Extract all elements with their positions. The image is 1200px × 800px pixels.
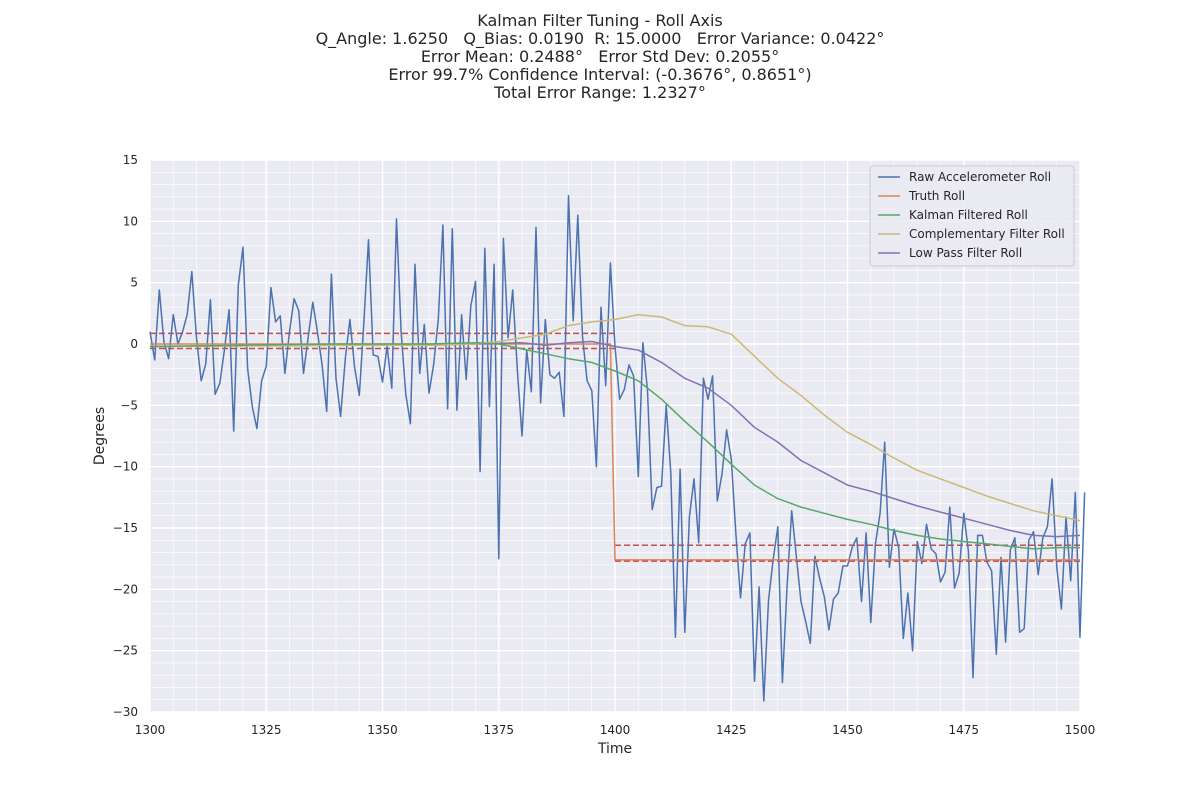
axis-ticks: 1300 1325 1350 1375 1400 1425 1450 1475 1500 15 10… <box>113 153 1096 737</box>
legend: Raw Accelerometer Roll Truth Roll Kalman F… <box>869 165 1075 267</box>
x-tick-label: 1475 <box>948 723 979 737</box>
legend-box <box>869 165 1075 267</box>
title-line-3: Error Mean: 0.2488° Error Std Dev: 0.205… <box>420 47 780 66</box>
low-pass-line <box>149 340 1081 538</box>
title-line-5: Total Error Range: 1.2327° <box>494 83 706 102</box>
legend-label: Complementary Filter Roll <box>909 227 1065 241</box>
series-lines <box>149 194 1086 702</box>
y-tick-label: −30 <box>113 705 138 719</box>
y-tick-label: −5 <box>120 398 138 412</box>
title-line-4: Error 99.7% Confidence Interval: (-0.367… <box>388 65 812 84</box>
x-tick-label: 1400 <box>600 723 631 737</box>
y-tick-label: 15 <box>123 153 138 167</box>
complementary-line <box>149 313 1081 522</box>
y-tick-label: −10 <box>113 460 138 474</box>
chart-title: Kalman Filter Tuning - Roll Axis Q_Angle… <box>0 12 1200 102</box>
legend-label: Kalman Filtered Roll <box>909 208 1028 222</box>
y-tick-label: −25 <box>113 644 138 658</box>
x-tick-label: 1300 <box>135 723 166 737</box>
legend-label: Truth Roll <box>908 189 965 203</box>
legend-label: Raw Accelerometer Roll <box>909 170 1051 184</box>
title-line-2: Q_Angle: 1.6250 Q_Bias: 0.0190 R: 15.000… <box>315 29 885 48</box>
x-tick-label: 1425 <box>716 723 747 737</box>
y-tick-label: 5 <box>130 276 138 290</box>
major-grid <box>149 159 1081 713</box>
y-axis-label: Degrees <box>92 407 108 465</box>
x-axis-label: Time <box>597 741 632 757</box>
x-tick-label: 1325 <box>251 723 282 737</box>
y-tick-label: 0 <box>130 337 138 351</box>
x-tick-label: 1500 <box>1065 723 1096 737</box>
x-tick-label: 1450 <box>832 723 863 737</box>
title-line-1: Kalman Filter Tuning - Roll Axis <box>477 11 723 30</box>
x-tick-label: 1350 <box>367 723 398 737</box>
kalman-line <box>149 342 1080 550</box>
y-tick-label: −20 <box>113 582 138 596</box>
legend-label: Low Pass Filter Roll <box>909 246 1022 260</box>
y-tick-label: 10 <box>123 214 138 228</box>
y-tick-label: −15 <box>113 521 138 535</box>
x-tick-label: 1375 <box>483 723 514 737</box>
